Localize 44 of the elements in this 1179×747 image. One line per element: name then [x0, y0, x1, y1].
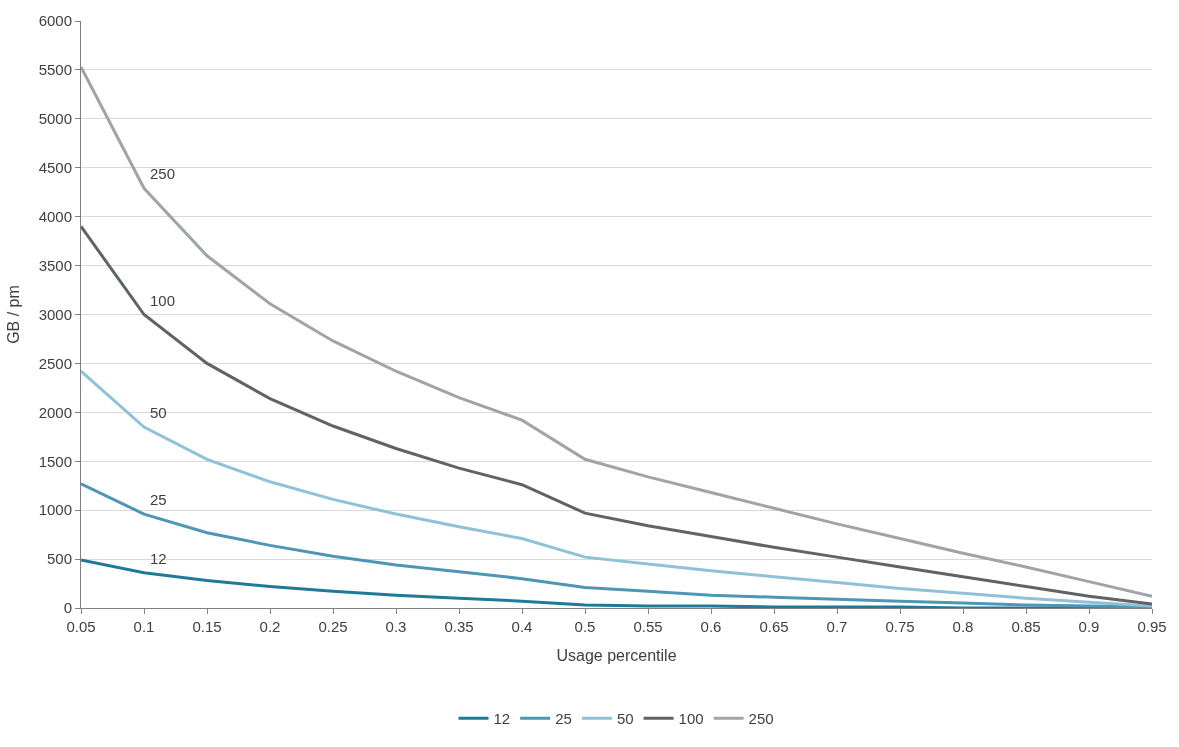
- x-tick-label: 0.15: [192, 618, 222, 635]
- legend-label: 100: [678, 710, 704, 728]
- y-tick-label: 5500: [38, 61, 72, 79]
- x-tick-label: 0.7: [826, 618, 848, 635]
- x-tick-label: 0.2: [259, 618, 281, 635]
- x-tick-label: 0.75: [885, 618, 915, 635]
- y-tick-label: 3000: [38, 305, 72, 323]
- x-tick-label: 0.35: [444, 618, 474, 635]
- x-tick-label: 0.6: [700, 618, 722, 635]
- y-tick-label: 4000: [38, 207, 72, 225]
- annotation: 250: [150, 165, 176, 182]
- x-tick-label: 0.4: [511, 618, 533, 635]
- y-tick-label: 0: [63, 599, 72, 617]
- annotation: 100: [150, 292, 176, 309]
- y-tick-label: 5000: [38, 110, 72, 128]
- y-tick-label: 2500: [38, 354, 72, 372]
- y-tick-label: 6000: [38, 12, 72, 30]
- x-tick-label: 0.65: [759, 618, 789, 635]
- x-axis-title: Usage percentile: [556, 646, 677, 664]
- x-tick-label: 0.55: [633, 618, 663, 635]
- x-tick-label: 0.8: [952, 618, 974, 635]
- annotation: 12: [150, 550, 167, 567]
- legend-label: 25: [555, 710, 572, 728]
- y-tick-label: 500: [46, 550, 72, 568]
- annotation: 25: [150, 491, 167, 508]
- legend-label: 50: [616, 710, 634, 728]
- x-tick-label: 0.25: [318, 618, 348, 635]
- x-tick-label: 0.85: [1011, 618, 1041, 635]
- x-tick-label: 0.1: [133, 618, 155, 635]
- legend-label: 12: [493, 710, 511, 728]
- x-tick-label: 0.05: [66, 618, 96, 635]
- y-tick-label: 3500: [38, 256, 72, 274]
- x-tick-label: 0.9: [1078, 618, 1100, 635]
- annotation: 50: [150, 404, 167, 421]
- x-tick-label: 0.3: [385, 618, 407, 635]
- y-tick-label: 1500: [38, 452, 72, 470]
- y-axis-title: GB / pm: [4, 285, 22, 344]
- x-tick-label: 0.95: [1137, 618, 1167, 635]
- line-series: [81, 65, 1152, 598]
- legend-label: 250: [748, 710, 774, 728]
- x-tick-label: 0.5: [574, 618, 596, 635]
- y-tick-label: 4500: [38, 159, 72, 176]
- y-tick-label: 1000: [38, 501, 72, 519]
- y-tick-label: 2000: [38, 403, 72, 421]
